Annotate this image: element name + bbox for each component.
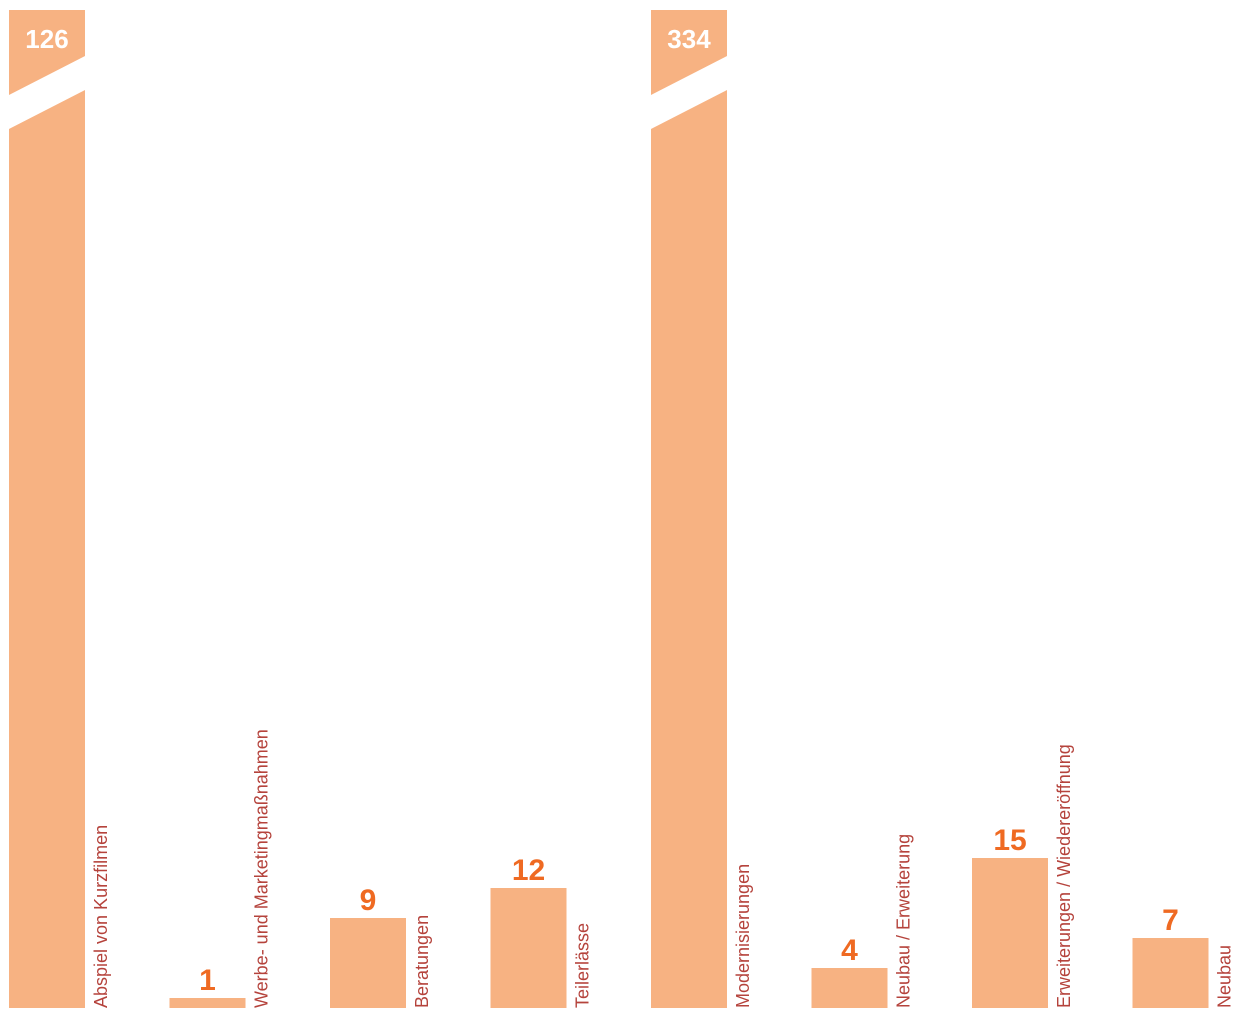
value-label-3: 12 (512, 854, 545, 887)
value-label-1: 1 (199, 964, 216, 997)
bar-6 (972, 858, 1048, 1008)
bar-1 (169, 998, 246, 1008)
axis-break-4 (649, 55, 729, 130)
value-label-7: 7 (1162, 904, 1179, 937)
value-label-4: 334 (667, 24, 711, 54)
category-label-5: Neubau / Erweiterung (894, 834, 914, 1008)
value-label-5: 4 (841, 934, 858, 967)
category-label-6: Erweiterungen / Wiedereröffnung (1054, 744, 1074, 1008)
axis-break-0 (7, 55, 87, 130)
value-label-0: 126 (25, 24, 68, 54)
bar-4 (651, 10, 727, 1008)
bar-7 (1132, 938, 1209, 1008)
category-label-3: Teilerlässe (573, 923, 593, 1008)
category-label-1: Werbe- und Marketingmaßnahmen (252, 729, 272, 1008)
bar-5 (811, 968, 888, 1008)
bar-2 (330, 918, 406, 1008)
value-label-2: 9 (360, 884, 377, 917)
category-label-0: Abspiel von Kurzfilmen (91, 825, 111, 1008)
bar-0 (9, 10, 85, 1008)
category-label-4: Modernisierungen (733, 864, 753, 1008)
category-label-7: Neubau (1215, 945, 1235, 1008)
category-label-2: Beratungen (412, 915, 432, 1008)
bar-3 (490, 888, 567, 1008)
value-label-6: 15 (993, 824, 1026, 857)
